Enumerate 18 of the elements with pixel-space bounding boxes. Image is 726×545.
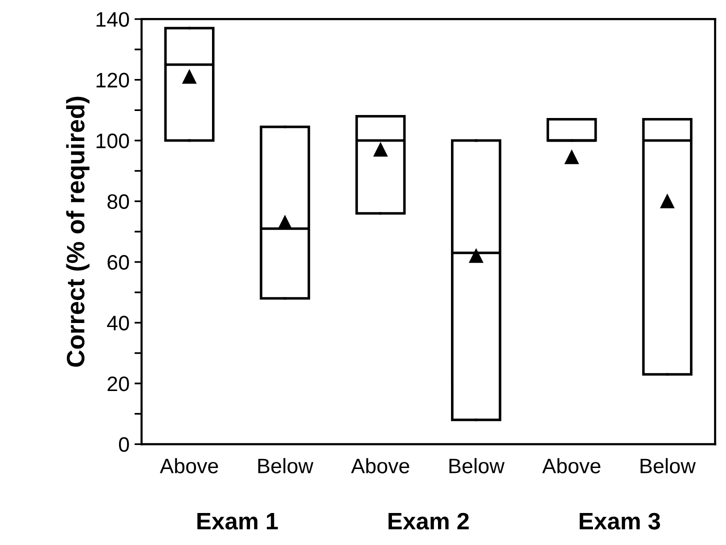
x-tick-label: Below — [449, 458, 505, 474]
y-tick-label: 20 — [108, 376, 129, 392]
text: Exam 1 — [197, 513, 278, 530]
y-tick-label: 140 — [96, 12, 129, 27]
y-tick-label: 120 — [96, 72, 129, 88]
y-tick-label: 100 — [96, 134, 129, 148]
y-tick-label: 40 — [107, 316, 129, 330]
y-tick-label: 80 — [108, 194, 129, 210]
text: Exam 2 — [388, 512, 469, 530]
y-tick-label: 60 — [108, 254, 129, 270]
x-tick-label: Above — [160, 458, 218, 474]
x-tick-label: Above — [542, 458, 600, 474]
text: Exam 3 — [580, 512, 660, 530]
y-tick-label: 0 — [118, 437, 129, 452]
y-axis-title: Correct (% of required) — [66, 96, 90, 367]
x-tick-label: Below — [258, 458, 314, 474]
x-tick-label: Below — [640, 458, 696, 474]
x-tick-label: Above — [351, 458, 410, 474]
